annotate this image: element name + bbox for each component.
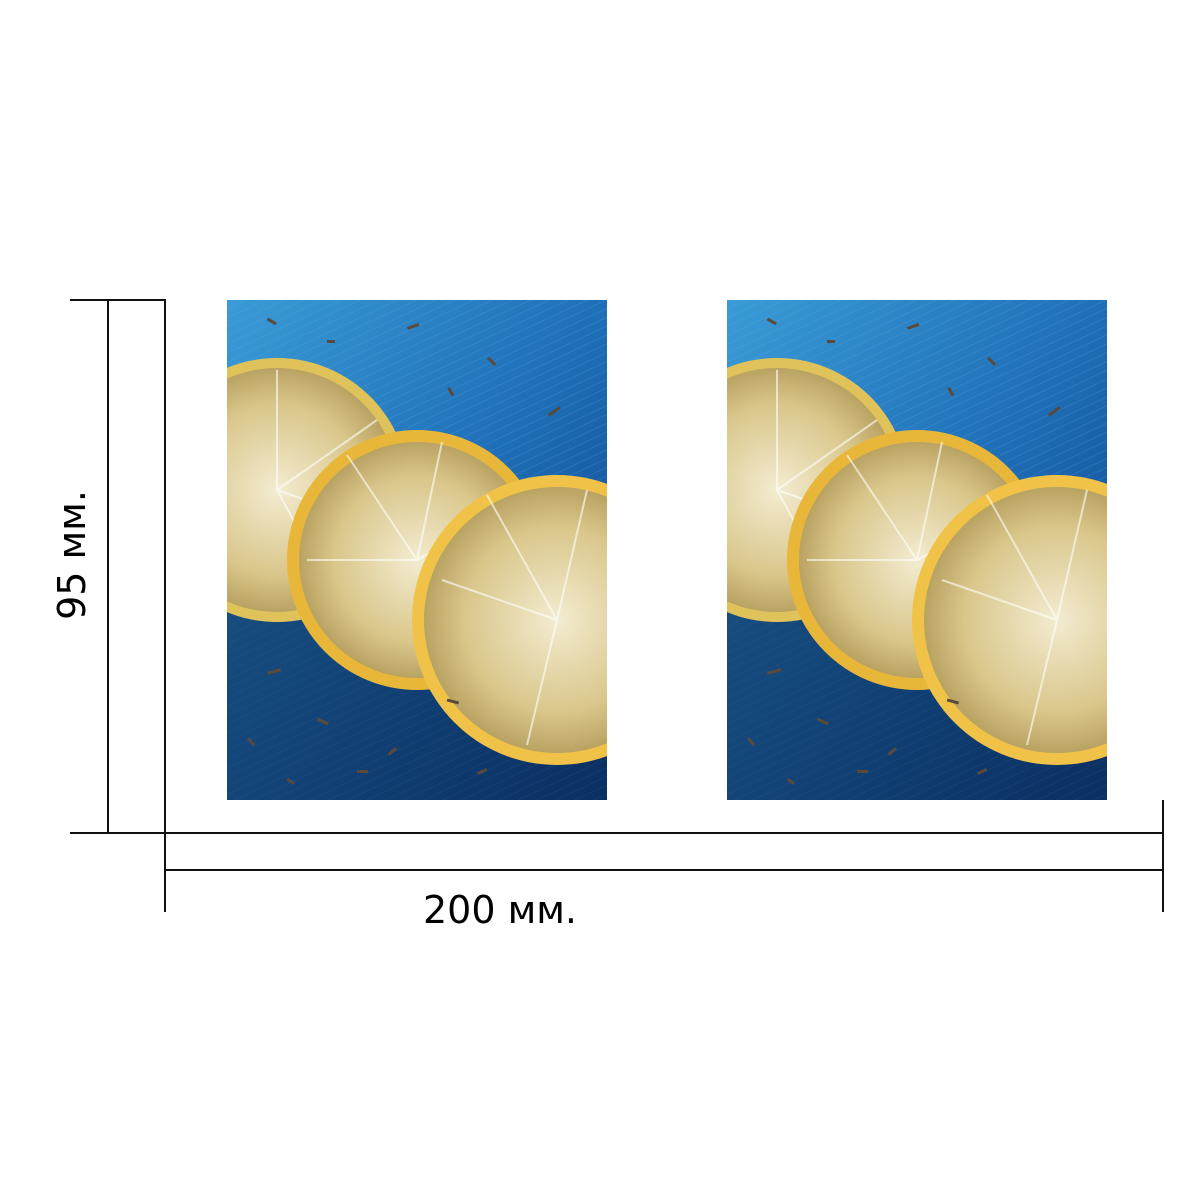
photo-right [727,300,1107,800]
height-dimension-tick-bottom [70,832,166,834]
lemon-photo-image [727,300,1107,800]
width-dimension-line-lower [164,869,1164,871]
height-dimension-line-inner [164,299,166,834]
width-dimension-tick-right [1162,800,1164,912]
height-label: 95 мм. [50,490,94,620]
height-dimension-tick-top [70,299,166,301]
photo-left [227,300,607,800]
height-dimension-line-outer [107,299,109,834]
width-dimension-line-upper [164,832,1164,834]
width-dimension-tick-left [164,800,166,912]
width-label: 200 мм. [422,888,578,932]
lemon-photo-image [227,300,607,800]
